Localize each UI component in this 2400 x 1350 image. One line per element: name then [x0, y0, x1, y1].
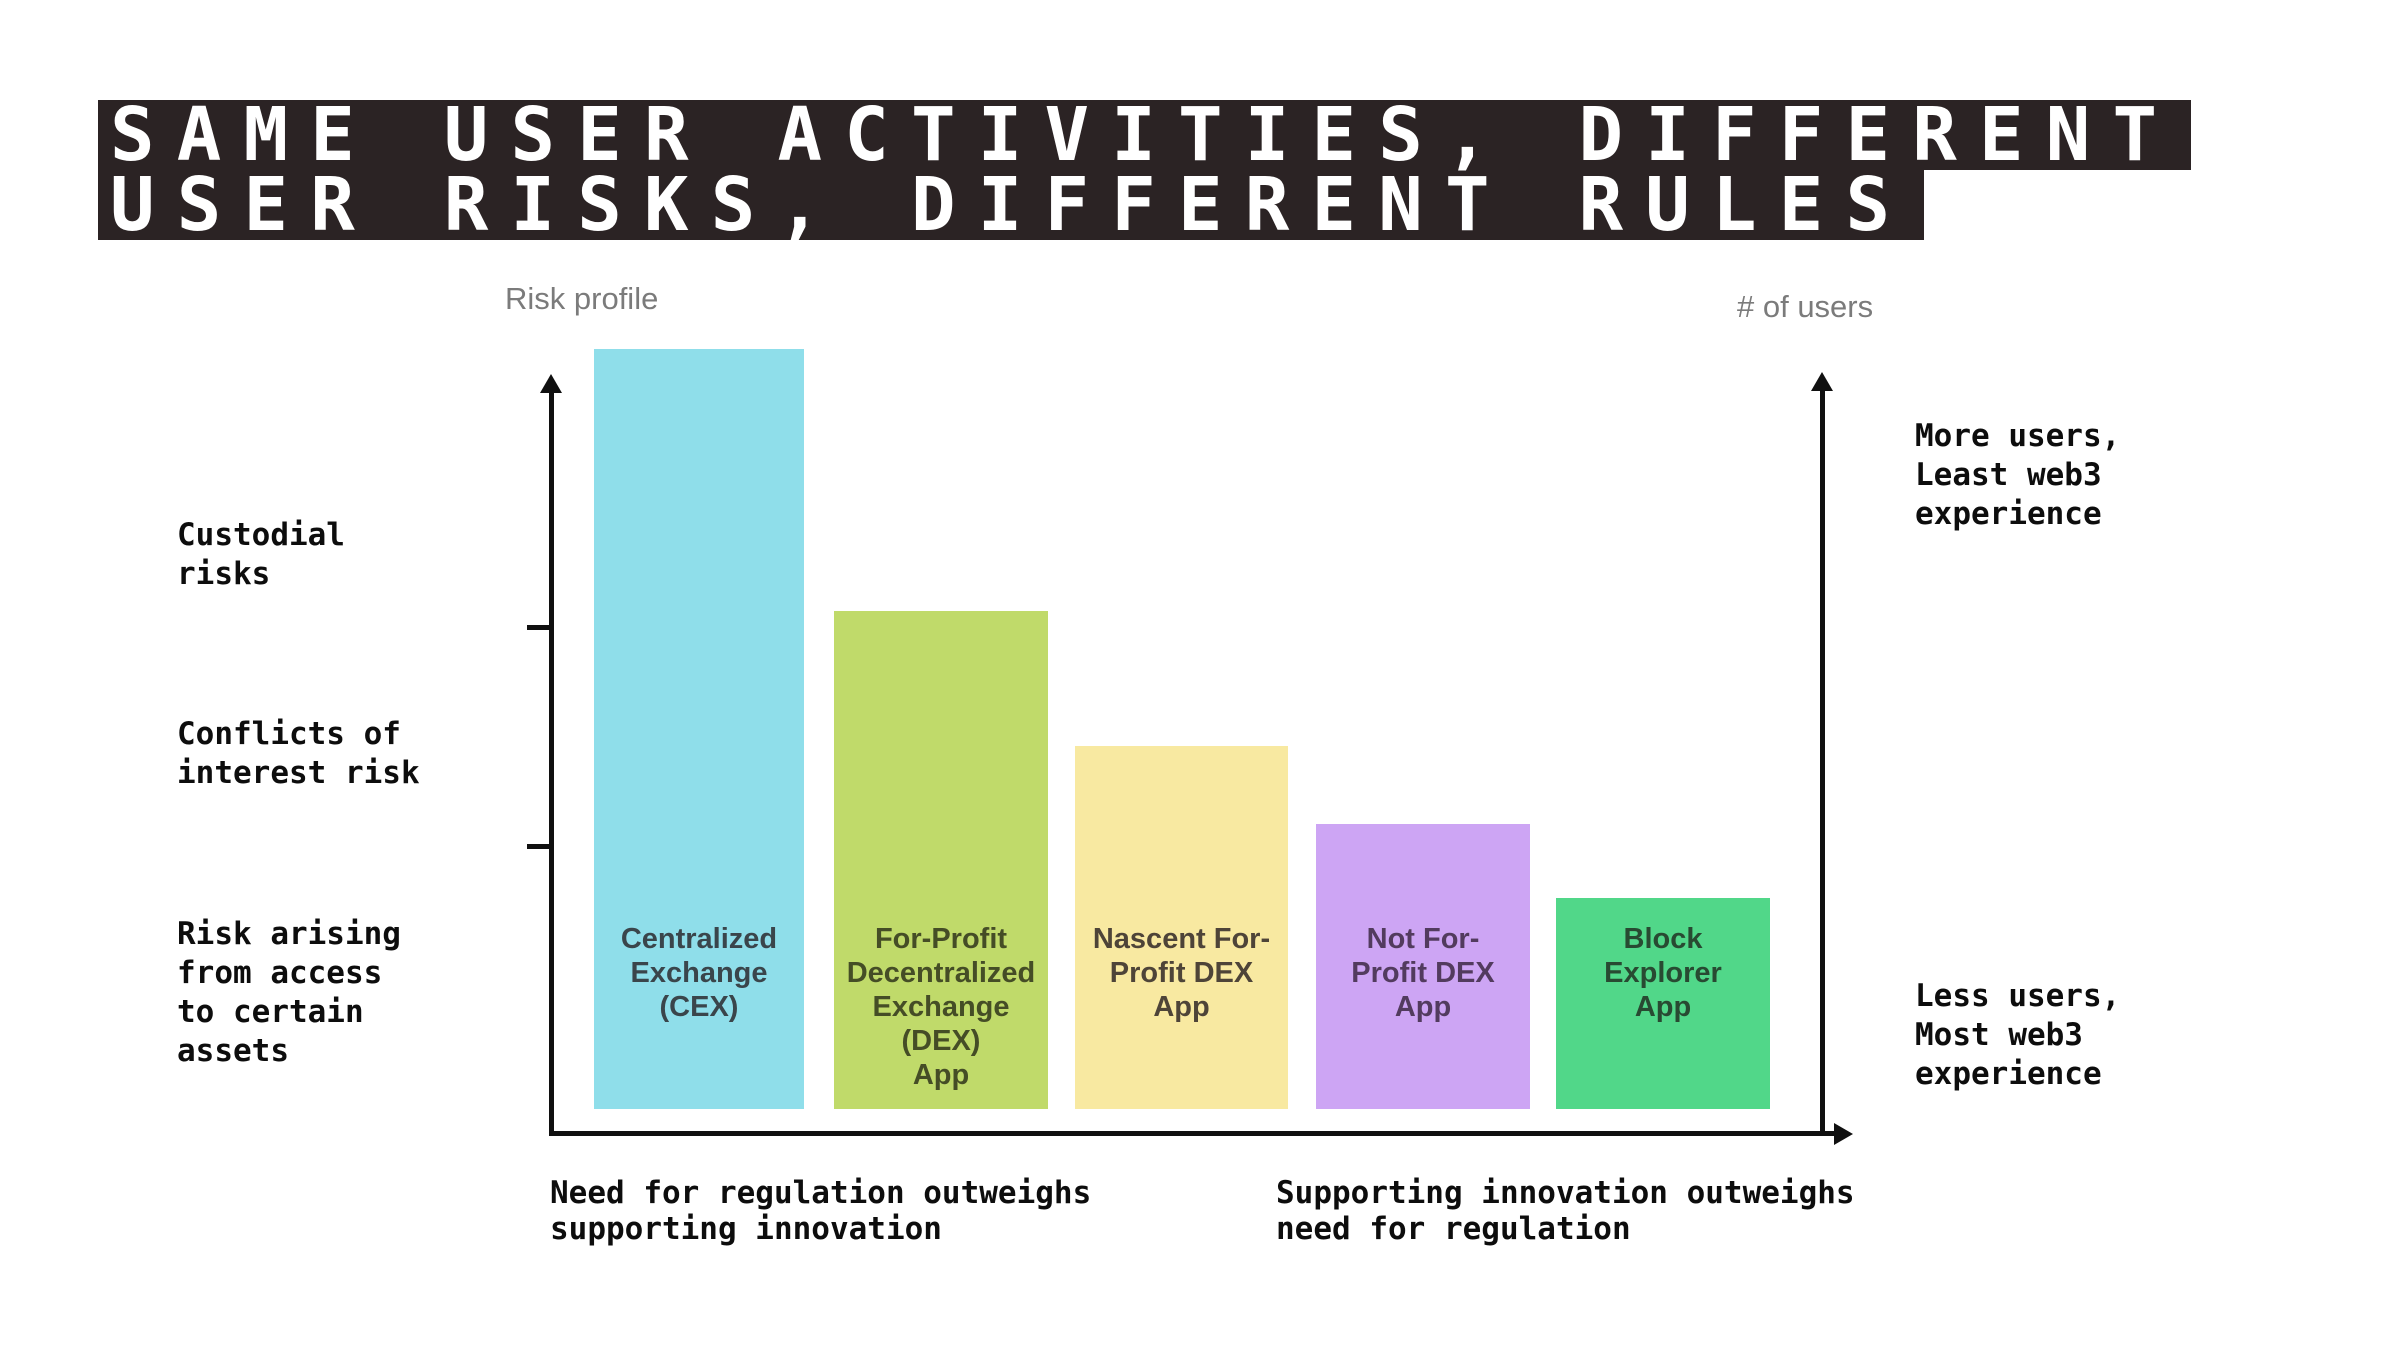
risk-label-custodial: Custodial risks	[177, 517, 345, 592]
page-title: SAME USER ACTIVITIES, DIFFERENT USER RIS…	[98, 98, 2192, 242]
annotation-innovation-outweighs: Supporting innovation outweighs need for…	[1276, 1175, 1855, 1247]
annotation-regulation-outweighs: Need for regulation outweighs supporting…	[550, 1175, 1092, 1247]
risk-label-conflicts: Conflicts of interest risk	[177, 716, 420, 791]
bar-label-nascent-for-profit-dex: Nascent For- Profit DEX App	[1092, 923, 1271, 1023]
risk-label-asset-access: Risk arising from access to certain asse…	[177, 916, 401, 1069]
users-label-more: More users, Least web3 experience	[1915, 418, 2121, 532]
right-axis-title: # of users	[1737, 289, 1874, 324]
bar-centralized-exchange	[594, 349, 804, 1109]
right-arrow-icon	[1834, 1122, 1853, 1145]
left-axis-tick	[527, 625, 551, 630]
bar-label-block-explorer: Block Explorer App	[1604, 923, 1722, 1023]
bar-label-centralized-exchange: Centralized Exchange (CEX)	[620, 923, 778, 1023]
users-label-less: Less users, Most web3 experience	[1915, 978, 2121, 1092]
title-line-2: USER RISKS, DIFFERENT RULES	[98, 168, 1925, 242]
x-axis-line	[549, 1131, 1838, 1136]
bar-label-not-for-profit-dex: Not For- Profit DEX App	[1351, 923, 1495, 1023]
bar-for-profit-dex	[834, 611, 1048, 1109]
up-arrow-icon	[1811, 372, 1833, 391]
bar-not-for-profit-dex	[1316, 824, 1530, 1109]
bar-label-for-profit-dex: For-Profit Decentralized Exchange (DEX) …	[846, 923, 1036, 1091]
left-y-axis-line	[549, 390, 554, 1136]
bar-block-explorer	[1556, 898, 1770, 1109]
right-y-axis-line	[1820, 388, 1825, 1136]
left-axis-title: Risk profile	[505, 281, 659, 316]
left-axis-tick	[527, 844, 551, 849]
bar-nascent-for-profit-dex	[1075, 746, 1288, 1109]
title-line-1: SAME USER ACTIVITIES, DIFFERENT	[98, 98, 2192, 172]
up-arrow-icon	[540, 374, 562, 393]
